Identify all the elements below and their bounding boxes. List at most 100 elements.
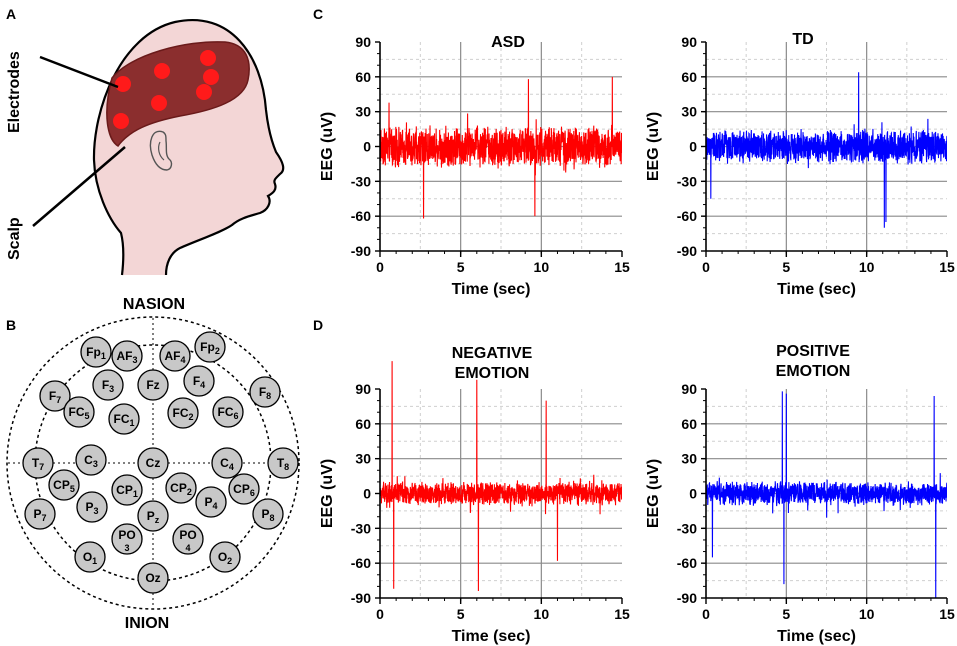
electrode-circle <box>76 491 108 523</box>
electrode-p4: P4 <box>195 486 227 518</box>
electrode-label-sub: 8 <box>270 513 275 523</box>
electrode-label: F8 <box>259 385 271 401</box>
x-axis-label: Time (sec) <box>452 628 531 645</box>
electrode-circle <box>80 336 112 368</box>
electrode-fp2: Fp2 <box>194 331 226 363</box>
electrode-cp5: CP5 <box>48 469 80 501</box>
electrode-circle <box>195 486 227 518</box>
electrode-label-sub: 5 <box>84 411 89 421</box>
electrode-p7: P7 <box>24 498 56 530</box>
electrode-cz: Cz <box>137 447 169 479</box>
electrode-circle <box>111 523 143 555</box>
electrode-circle <box>39 380 71 412</box>
electrode-fc1: FC1 <box>108 403 140 435</box>
electrode-label-base: F <box>193 374 200 388</box>
electrode-label-sub: 6 <box>233 411 238 421</box>
electrode-cp2: CP2 <box>165 472 197 504</box>
axes: -90 -60 -30 0 30 60 90 0 5 10 15 <box>351 34 630 275</box>
electrode-label-base: Fp <box>200 340 215 354</box>
electrode-label-sub: 8 <box>284 462 289 472</box>
y-tick-label: 30 <box>681 104 697 120</box>
electrode-label-base: CP <box>116 483 133 497</box>
electrode-label: F3 <box>102 378 114 394</box>
electrode-circle <box>165 472 197 504</box>
eeg-trace-neg <box>380 361 622 592</box>
electrode-label-base: O <box>83 550 92 564</box>
x-tick-label: 5 <box>457 606 465 622</box>
electrode-label: Fp1 <box>86 345 106 361</box>
electrode-label-base: FC <box>172 406 188 420</box>
electrode-label: FC2 <box>172 406 193 422</box>
y-tick-label: 60 <box>355 416 371 432</box>
electrode-circle <box>252 498 284 530</box>
eeg-trace-asd <box>380 76 622 219</box>
electrode-label-base: T <box>277 456 285 470</box>
electrode-label: C3 <box>84 453 98 469</box>
electrode-label: CP1 <box>116 483 138 499</box>
electrode-circle <box>211 447 243 479</box>
chart-title-line: NEGATIVE <box>452 345 533 362</box>
scalp-pointer-line <box>32 146 126 227</box>
x-axis-label: Time (sec) <box>777 628 856 645</box>
electrode-circle <box>48 469 80 501</box>
y-tick-label: -90 <box>351 243 371 259</box>
electrode-label-sub: z <box>155 515 160 525</box>
chart-positive-emotion: -90 -60 -30 0 30 60 90 0 5 10 15 Time (sec) EEG (uV)… <box>645 343 955 645</box>
electrode-label-sub: 4 <box>185 543 190 553</box>
y-tick-label: -60 <box>677 555 697 571</box>
electrode-label-base: C <box>84 453 93 467</box>
electrode-label-sub: 3 <box>124 543 129 553</box>
nasion-label: NASION <box>123 296 185 313</box>
x-tick-label: 15 <box>614 606 630 622</box>
electrode-label: PO 4 <box>179 528 196 553</box>
x-axis-label: Time (sec) <box>777 281 856 298</box>
electrode-circle <box>137 447 169 479</box>
electrode-label-base: Fz <box>146 378 159 392</box>
electrode-label-base: P <box>85 500 93 514</box>
chart-title-line: POSITIVE <box>776 343 850 360</box>
x-axis-label: Time (sec) <box>452 281 531 298</box>
electrode-fc2: FC2 <box>167 397 199 429</box>
electrode-label-base: O <box>218 550 227 564</box>
y-axis-label: EEG (uV) <box>319 459 336 528</box>
y-tick-label: 90 <box>681 381 697 397</box>
electrode-f8: F8 <box>249 376 281 408</box>
electrode-label-base: F <box>259 385 266 399</box>
electrode-cp6: CP6 <box>228 473 260 505</box>
electrode-label: T7 <box>32 456 44 472</box>
y-axis-label: EEG (uV) <box>645 112 662 181</box>
x-tick-label: 0 <box>376 259 384 275</box>
panel-d-letter: D <box>313 317 323 333</box>
electrode-label: O2 <box>218 550 232 566</box>
electrode-label-sub: 7 <box>39 462 44 472</box>
electrode-label: CP2 <box>170 481 192 497</box>
eeg-trace-td <box>706 72 947 228</box>
electrode-label: FC1 <box>113 412 134 428</box>
electrode-circle <box>267 447 299 479</box>
electrodes-pointer-line <box>39 55 119 89</box>
electrode-label-base: P <box>261 507 269 521</box>
axes: -90 -60 -30 0 30 60 90 0 5 10 15 <box>677 381 955 622</box>
electrode-af4: AF4 <box>159 340 191 372</box>
electrode-label-base: F <box>49 389 56 403</box>
y-axis-label: EEG (uV) <box>645 459 662 528</box>
electrode-label-sub: 8 <box>266 391 271 401</box>
electrode-label-base: FC <box>217 405 233 419</box>
electrode-label: FC6 <box>217 405 238 421</box>
electrode-circle <box>63 396 95 428</box>
electrode-label-sub: 3 <box>109 384 114 394</box>
y-axis-label: EEG (uV) <box>319 112 336 181</box>
electrode-circle <box>74 541 106 573</box>
x-tick-label: 0 <box>702 606 710 622</box>
chart-negative-emotion: -90 -60 -30 0 30 60 90 0 5 10 15 Time (sec) EEG (uV)… <box>319 345 630 645</box>
x-tick-label: 15 <box>614 259 630 275</box>
y-tick-label: 30 <box>681 451 697 467</box>
electrode-circle <box>249 376 281 408</box>
electrode-c3: C3 <box>75 444 107 476</box>
electrode-circle <box>111 340 143 372</box>
electrode-dot <box>154 63 170 79</box>
electrode-circle <box>167 397 199 429</box>
electrode-fz: Fz <box>137 369 169 401</box>
electrode-label-sub: 2 <box>215 346 220 356</box>
